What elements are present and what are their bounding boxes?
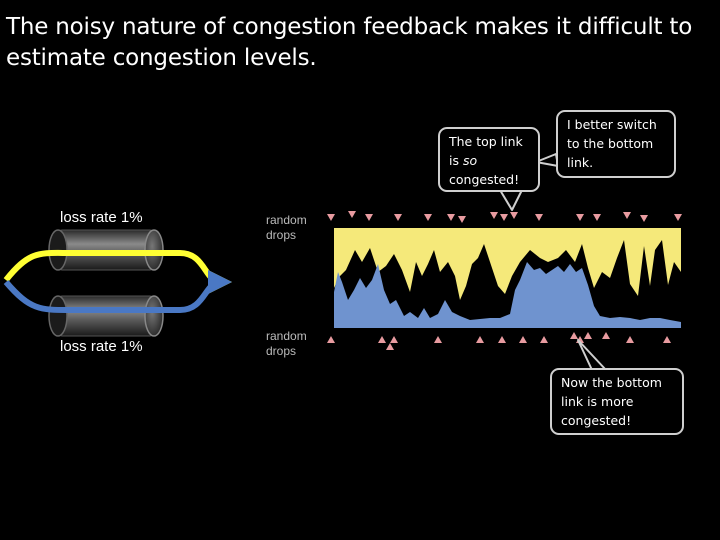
bottom-link-congestion-area <box>334 262 681 328</box>
top-link-loss-rate: loss rate 1% <box>60 209 143 226</box>
drop-marker <box>490 212 498 219</box>
drop-marker <box>663 336 671 343</box>
drop-marker <box>535 214 543 221</box>
callout-bottom-congested: Now the bottom link is more congested! <box>550 368 684 435</box>
drop-marker <box>602 332 610 339</box>
drop-marker <box>476 336 484 343</box>
drop-marker <box>327 214 335 221</box>
drop-marker <box>348 211 356 218</box>
drop-marker <box>327 336 335 343</box>
drop-marker <box>540 336 548 343</box>
callout-top-congested-suffix: congested! <box>449 172 520 187</box>
top-random-drops-label: random drops <box>266 213 307 242</box>
drop-marker <box>593 214 601 221</box>
drop-marker <box>434 336 442 343</box>
drop-marker <box>390 336 398 343</box>
drop-marker <box>386 343 394 350</box>
bottom-link-tube <box>48 295 164 337</box>
drop-marker <box>447 214 455 221</box>
bottom-drop-markers <box>327 332 671 350</box>
slide-title: The noisy nature of congestion feedback … <box>6 14 693 71</box>
drop-marker <box>510 212 518 219</box>
drop-marker <box>570 332 578 339</box>
bottom-link-loss-rate: loss rate 1% <box>60 338 143 355</box>
drop-marker <box>424 214 432 221</box>
drop-marker <box>500 214 508 221</box>
drop-marker <box>576 214 584 221</box>
congestion-chart <box>334 228 681 328</box>
top-link-congestion-area <box>334 228 681 300</box>
bottom-flow-path <box>3 270 232 313</box>
callout-pointer-bottom-congested <box>577 339 607 371</box>
drop-marker <box>640 215 648 222</box>
drop-marker <box>498 336 506 343</box>
drop-marker <box>519 336 527 343</box>
drop-marker <box>623 212 631 219</box>
callout-top-congested-prefix: The top link is <box>449 134 523 168</box>
drop-marker <box>626 336 634 343</box>
callout-top-congested: The top link is so congested! <box>438 127 540 192</box>
callout-switch: I better switch to the bottom link. <box>556 110 676 178</box>
drop-marker <box>458 216 466 223</box>
callout-pointer-top-congested <box>499 189 523 211</box>
drop-marker <box>584 332 592 339</box>
drop-marker <box>378 336 386 343</box>
bottom-random-drops-label: random drops <box>266 329 307 358</box>
callout-top-congested-emphasis: so <box>462 153 478 168</box>
drop-marker <box>394 214 402 221</box>
drop-marker <box>365 214 373 221</box>
top-drop-markers <box>327 211 682 223</box>
drop-marker <box>674 214 682 221</box>
